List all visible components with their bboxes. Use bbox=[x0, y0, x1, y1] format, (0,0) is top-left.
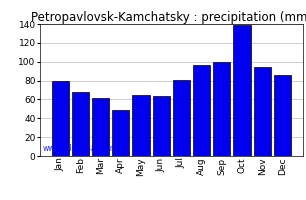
Bar bbox=[254, 67, 271, 156]
Bar bbox=[233, 25, 251, 156]
Bar bbox=[92, 98, 109, 156]
Bar bbox=[52, 81, 69, 156]
Bar bbox=[274, 75, 291, 156]
Bar bbox=[72, 92, 89, 156]
Bar bbox=[112, 110, 129, 156]
Title: Petropavlovsk-Kamchatsky : precipitation (mm): Petropavlovsk-Kamchatsky : precipitation… bbox=[31, 11, 306, 24]
Bar bbox=[193, 65, 210, 156]
Bar bbox=[173, 80, 190, 156]
Text: www.allmetsat.com: www.allmetsat.com bbox=[43, 144, 118, 153]
Bar bbox=[213, 62, 230, 156]
Bar bbox=[153, 96, 170, 156]
Bar bbox=[132, 95, 150, 156]
